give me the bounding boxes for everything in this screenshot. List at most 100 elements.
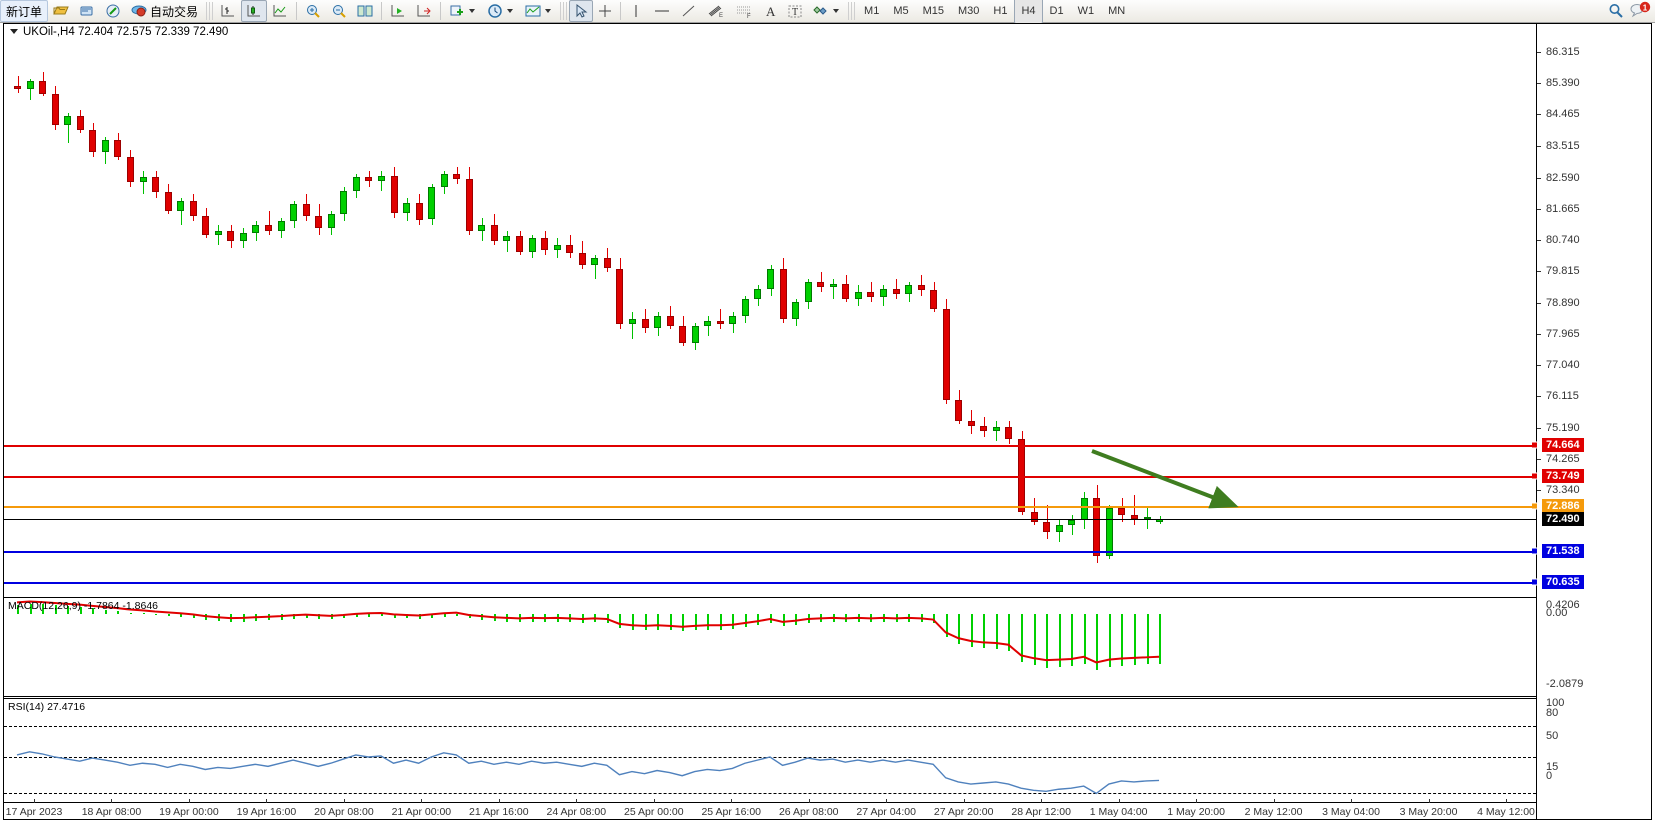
bar-chart-icon[interactable] [215,0,241,22]
terminal-icon[interactable] [74,0,100,22]
candle-wick [896,278,897,299]
macd-histogram-bar [707,614,710,630]
timeframe-m1-button[interactable]: M1 [857,0,886,24]
price-level-line[interactable] [4,518,1536,520]
time-tick [1273,799,1275,803]
price-tag-resistance[interactable]: 74.664 [1542,438,1584,453]
toolbar-divider-2 [381,2,383,20]
time-tick-label: 28 Apr 12:00 [1011,806,1071,818]
macd-histogram-bar [694,614,697,631]
period-icon[interactable] [482,0,520,22]
candlestick [930,290,938,310]
candle-wick [632,312,634,340]
candlestick [365,177,373,181]
price-tick [1537,302,1541,304]
candle-wick [594,254,596,279]
candlestick [453,173,461,179]
rsi-level-line [4,725,1536,727]
scroll-end-icon[interactable] [385,0,411,22]
rsi-level-line [4,793,1536,795]
rsi-pane[interactable]: RSI(14) 27.4716 [4,698,1536,819]
search-icon[interactable] [1607,2,1625,23]
timeframe-h1-button[interactable]: H1 [986,0,1014,24]
time-tick-label: 21 Apr 16:00 [469,806,529,818]
timeframe-mn-button[interactable]: MN [1101,0,1132,24]
chevron-down-icon-2[interactable] [507,9,514,13]
svg-text:E: E [719,13,723,19]
time-tick [1506,799,1507,803]
chevron-down-icon-4[interactable] [833,9,840,13]
chevron-down-icon-chart[interactable] [10,29,18,35]
price-tag-pivot[interactable]: 72.886 [1542,498,1584,513]
cursor-icon[interactable] [569,0,594,22]
chevron-down-icon[interactable] [469,9,476,13]
price-tick [1537,208,1541,210]
macd-histogram-bar [17,604,19,615]
hline-icon[interactable] [648,0,676,22]
timeframe-d1-button[interactable]: D1 [1043,0,1071,24]
price-scale[interactable]: 86.315 85.390 84.465 83.515 82.590 81.665 80.7… [1531,24,1651,819]
macd-histogram-bar [293,614,296,619]
chevron-down-icon-3[interactable] [545,9,552,13]
text-label-icon[interactable]: T [782,0,808,22]
timeframe-m15-button[interactable]: M15 [916,0,951,24]
candlestick [315,216,323,228]
price-level-line[interactable] [4,581,1536,584]
zoom-out-icon[interactable] [326,0,352,22]
price-pane[interactable] [4,36,1536,597]
candlestick [917,285,925,291]
folder-icon[interactable] [48,0,74,22]
macd-histogram-bar [1033,614,1036,666]
time-tick-label: 24 Apr 08:00 [546,806,607,818]
data-window-icon[interactable] [352,0,378,22]
price-level-line[interactable] [4,476,1536,479]
rsi-scale-label: 0 [1546,770,1553,782]
macd-histogram-bar [1121,614,1124,666]
macd-histogram-bar [757,614,760,626]
indicators-icon[interactable] [444,0,482,22]
time-tick [421,799,423,803]
equidistant-channel-icon[interactable]: E [702,0,730,22]
macd-histogram-bar [456,614,459,616]
notification-icon[interactable]: 1 [1629,1,1651,21]
price-tag-resistance[interactable]: 73.749 [1542,469,1584,484]
price-level-line[interactable] [4,551,1536,554]
candlestick [1043,521,1051,533]
time-scale[interactable]: 17 Apr 2023 18 Apr 08:00 19 Apr 00:00 19 Ap… [4,799,1536,819]
timeframe-m30-button[interactable]: M30 [951,0,986,24]
navigator-icon[interactable] [100,0,126,22]
timeframe-h4-button[interactable]: H4 [1014,0,1043,24]
price-tag-current-price[interactable]: 72.490 [1542,511,1584,526]
macd-histogram-bar [117,610,120,615]
autotrading-button[interactable]: 自动交易 [126,0,204,22]
time-tick [963,799,965,803]
candlestick-chart-icon[interactable] [241,0,268,22]
price-level-line[interactable] [4,505,1536,508]
candlestick [239,233,247,242]
templates-icon[interactable] [520,0,558,22]
fibo-icon[interactable]: F [730,0,758,22]
vline-icon[interactable] [624,0,648,22]
macd-histogram-bar [54,605,57,615]
text-icon[interactable]: A [758,0,782,22]
candlestick [992,427,1000,431]
macd-histogram-bar [192,614,195,618]
price-tick-label: 75.190 [1546,421,1580,434]
chart-window[interactable]: UKOil-,H4 72.404 72.575 72.339 72.490 MA… [3,23,1652,820]
macd-histogram-bar [355,614,358,618]
price-level-line[interactable] [4,445,1536,448]
line-chart-icon[interactable] [267,0,293,22]
price-tag-support[interactable]: 71.538 [1542,544,1584,559]
macd-histogram-bar [1159,614,1162,664]
timeframe-w1-button[interactable]: W1 [1071,0,1102,24]
shift-icon[interactable] [411,0,437,22]
macd-pane[interactable]: MACD(12,26,9) -1.7864 -1.8646 [4,597,1536,697]
objects-icon[interactable] [808,0,846,22]
timeframe-m5-button[interactable]: M5 [886,0,915,24]
price-tag-support[interactable]: 70.635 [1542,574,1584,589]
candlestick [528,238,536,252]
zoom-in-icon[interactable] [300,0,326,22]
new-order-button[interactable]: 新订单 [0,0,49,22]
trendline-icon[interactable] [676,0,702,22]
crosshair-icon[interactable] [593,0,617,22]
